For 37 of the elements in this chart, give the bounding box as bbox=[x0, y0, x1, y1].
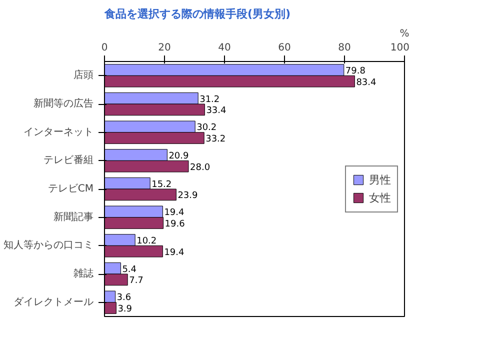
data-label: 15.2 bbox=[152, 180, 172, 190]
y-tick-label: 店頭 bbox=[74, 69, 94, 82]
x-tick-label: 60 bbox=[278, 42, 291, 54]
y-tick-label: 新聞記事 bbox=[54, 210, 94, 223]
data-label: 10.2 bbox=[136, 236, 157, 246]
data-label: 30.2 bbox=[196, 123, 217, 134]
y-tick-label: 新聞等の広告 bbox=[34, 98, 94, 110]
data-label: 19.4 bbox=[164, 208, 185, 218]
x-tick-label: 0 bbox=[101, 42, 108, 54]
data-label: 19.4 bbox=[164, 248, 185, 258]
x-tick-label: 80 bbox=[338, 42, 351, 54]
y-tick-label: インターネット bbox=[24, 126, 94, 138]
chart-title: 食品を選択する際の情報手段(男女別) bbox=[104, 8, 291, 20]
x-tick-label: 20 bbox=[158, 42, 171, 54]
y-tick-label: テレビ番組 bbox=[44, 154, 94, 166]
y-tick-label: 雑誌 bbox=[74, 268, 94, 280]
data-label: 23.9 bbox=[178, 191, 198, 202]
y-tick-label: 知人等からの口コミ bbox=[4, 239, 94, 252]
y-tick-label: テレビCM bbox=[48, 184, 94, 194]
data-label: 83.4 bbox=[356, 78, 377, 88]
data-label: 20.9 bbox=[168, 152, 190, 162]
data-label: 5.4 bbox=[122, 264, 137, 275]
x-tick-label: 100 bbox=[390, 42, 410, 54]
data-label: 3.9 bbox=[118, 304, 132, 314]
y-tick-label: ダイレクトメール bbox=[14, 296, 94, 308]
data-label: 33.2 bbox=[206, 134, 226, 144]
legend-label: 男性 bbox=[369, 172, 391, 187]
data-label: 19.6 bbox=[164, 220, 186, 230]
x-tick-label: 40 bbox=[218, 42, 231, 54]
legend-label: 女性 bbox=[369, 190, 391, 205]
x-axis-title: % bbox=[400, 28, 410, 40]
data-label: 33.4 bbox=[206, 106, 227, 116]
data-label: 3.6 bbox=[116, 293, 132, 304]
data-label: 31.2 bbox=[200, 94, 220, 105]
data-label: 7.7 bbox=[129, 276, 144, 286]
data-label: 79.8 bbox=[345, 66, 366, 76]
data-label: 28.0 bbox=[190, 162, 210, 173]
